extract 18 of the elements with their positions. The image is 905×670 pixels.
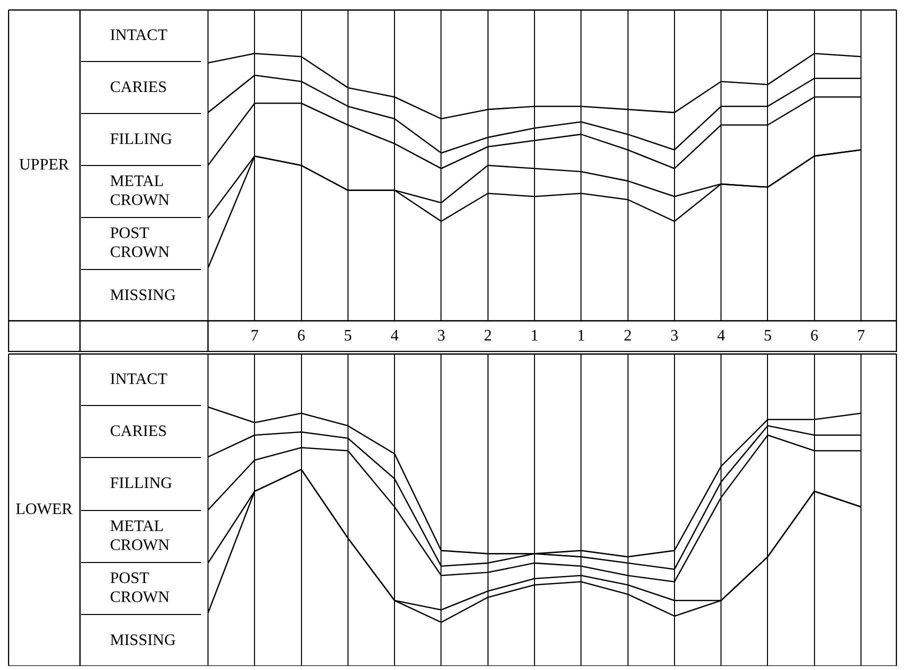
row-label-table: INTACT CARIES FILLING METAL CROWN POST CROWN MISSING — [81, 354, 201, 666]
x-tick-label: 2 — [484, 328, 492, 345]
x-tick-label: 6 — [297, 328, 306, 345]
row-label-table: INTACT CARIES FILLING METAL CROWN POST CROWN MISSING — [81, 10, 201, 321]
y-axis-title: LOWER — [16, 501, 73, 518]
x-tick-label: 3 — [437, 328, 446, 345]
x-tick-label: 3 — [670, 328, 678, 345]
x-tick-label: 7 — [250, 328, 259, 345]
x-tick-label: 1 — [577, 328, 586, 345]
x-tick-label: 7 — [857, 328, 865, 345]
x-tick-label: 4 — [717, 328, 726, 345]
x-tick-label: 5 — [764, 328, 772, 345]
x-tick-label: 4 — [390, 328, 399, 345]
x-tick-label: 5 — [344, 328, 352, 345]
y-axis-title: UPPER — [19, 156, 70, 174]
x-tick-label: 2 — [624, 328, 632, 345]
x-tick-label: 1 — [530, 328, 538, 345]
x-tick-label: 6 — [810, 328, 818, 345]
